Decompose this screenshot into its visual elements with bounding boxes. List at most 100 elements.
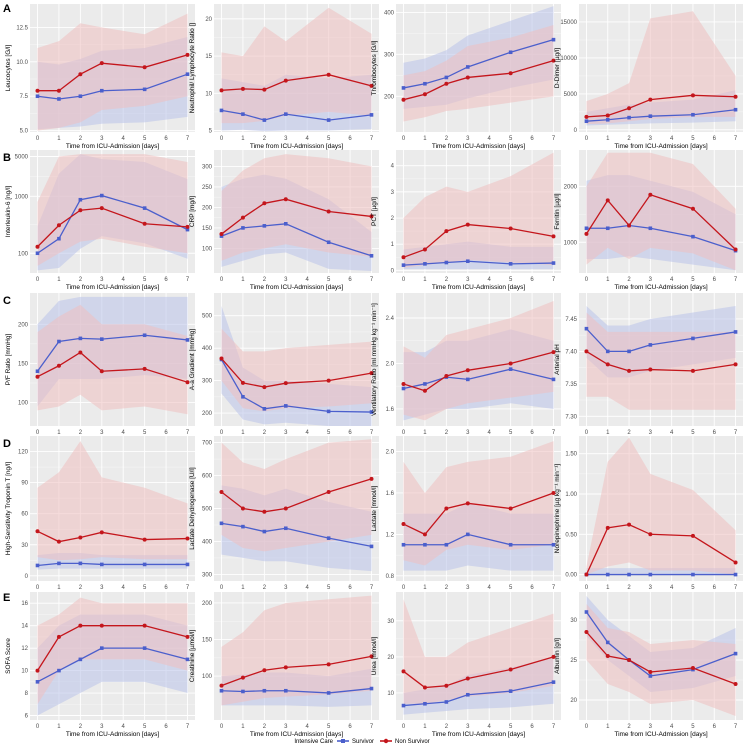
data-point-survivor [35, 680, 40, 684]
data-point-non-survivor [35, 668, 40, 673]
data-point-survivor [142, 562, 147, 567]
chart-panel: 20 25 30 0 1 2 3 4 5 6 7 Time from ICU-Admission [d… [554, 592, 743, 738]
x-tick-label: 6 [348, 724, 352, 730]
x-tick-label: 2 [263, 585, 267, 591]
x-tick-label: 4 [670, 136, 674, 142]
data-point-survivor [444, 542, 449, 547]
y-tick-label: 400 [202, 539, 213, 545]
data-point-survivor [142, 87, 147, 92]
x-tick-label: 1 [423, 430, 427, 436]
x-tick-label: 2 [445, 585, 449, 591]
data-point-survivor [185, 562, 190, 567]
y-tick-label: 2 [391, 216, 395, 222]
x-tick-label: 0 [402, 430, 406, 436]
legend-title: Intensive Care [294, 739, 333, 745]
x-tick-label: 7 [734, 277, 738, 283]
data-point-survivor [283, 688, 288, 693]
y-tick-label: 10 [387, 691, 394, 697]
x-tick-label: 4 [306, 136, 310, 142]
data-point-non-survivor [326, 490, 331, 495]
data-point-survivor [627, 349, 631, 354]
y-tick-label: 8 [25, 691, 29, 697]
data-point-survivor [508, 542, 513, 547]
y-tick-label: 2.4 [386, 316, 395, 322]
x-axis-label: Time from ICU-Admission [days] [250, 731, 343, 738]
data-point-non-survivor [35, 374, 40, 379]
data-point-survivor [551, 37, 556, 42]
series-line-survivor [403, 681, 554, 707]
data-point-survivor [185, 227, 190, 232]
data-point-survivor [401, 86, 406, 90]
data-point-non-survivor [56, 223, 61, 228]
data-point-survivor [142, 206, 147, 210]
data-point-non-survivor [369, 654, 374, 659]
y-axis-label: Neutrophil/ Lymphocyte Ratio [] [189, 23, 196, 114]
confidence-band-non-survivor [586, 604, 736, 716]
data-point-survivor [444, 75, 449, 80]
x-tick-label: 6 [530, 724, 534, 730]
data-point-survivor [605, 572, 610, 577]
x-tick-label: 3 [284, 277, 288, 283]
data-point-non-survivor [219, 232, 224, 237]
plot-area [584, 305, 738, 410]
data-point-survivor [401, 703, 406, 708]
x-tick-label: 2 [627, 430, 631, 436]
y-tick-label: 100 [202, 674, 213, 680]
data-point-non-survivor [219, 88, 224, 93]
chart-panel: 200 300 400 0 1 2 3 4 5 6 7 Time from ICU-Admission… [371, 4, 561, 150]
x-tick-label: 0 [585, 430, 589, 436]
confidence-band-non-survivor [37, 154, 188, 266]
data-point-non-survivor [422, 92, 427, 97]
chart-panel: 0 1 2 3 4 0 1 2 3 4 5 6 7 Time from ICU-Admission [da… [371, 150, 561, 291]
data-point-survivor [423, 382, 427, 386]
x-tick-label: 3 [466, 277, 470, 283]
y-axis-label: Interleukin-6 [ng/l] [5, 185, 12, 237]
confidence-band-non-survivor [37, 13, 188, 131]
data-point-survivor [648, 572, 653, 577]
x-tick-label: 7 [734, 724, 738, 730]
x-tick-label: 2 [263, 430, 267, 436]
x-tick-label: 3 [649, 277, 653, 283]
chart-panel: 10 20 30 0 1 2 3 4 5 6 7 Time from ICU-Admission [d… [371, 592, 561, 738]
data-point-non-survivor [551, 490, 556, 495]
x-tick-label: 1 [241, 430, 245, 436]
chart-panel: 030609012001234567Time from ICU-Admissio… [5, 436, 195, 599]
data-point-survivor [648, 674, 653, 678]
x-tick-label: 5 [691, 430, 695, 436]
x-tick-label: 2 [627, 277, 631, 283]
data-point-survivor [369, 113, 374, 117]
chart-panel: 7.307.357.407.4501234567Time from ICU-Ad… [554, 293, 743, 444]
x-tick-label: 0 [36, 430, 40, 436]
series-line-survivor [221, 223, 372, 257]
data-point-non-survivor [78, 623, 83, 628]
data-point-survivor [508, 367, 513, 371]
y-tick-label: 20 [570, 698, 577, 704]
y-axis-label: Norepinephrine [µg kg⁻¹ min⁻¹] [554, 464, 561, 554]
data-point-non-survivor [551, 350, 556, 355]
data-point-survivor [605, 640, 610, 645]
data-point-non-survivor [78, 72, 83, 77]
series-line-non-survivor [585, 523, 736, 575]
x-tick-label: 4 [122, 724, 126, 730]
data-point-survivor [185, 338, 190, 342]
data-point-survivor [423, 701, 427, 706]
data-point-non-survivor [605, 362, 610, 367]
y-tick-label: 30 [570, 618, 577, 624]
data-point-survivor [551, 542, 556, 547]
x-tick-label: 1 [606, 724, 610, 730]
data-point-non-survivor [551, 654, 556, 659]
series-line-survivor [36, 334, 188, 372]
y-tick-label: 0 [391, 268, 395, 274]
x-tick-label: 2 [445, 724, 449, 730]
data-point-non-survivor [283, 197, 288, 202]
data-point-survivor [648, 343, 653, 347]
x-tick-label: 2 [79, 430, 83, 436]
x-tick-label: 5 [327, 277, 331, 283]
data-point-survivor [508, 262, 513, 266]
x-tick-label: 3 [100, 136, 104, 142]
data-point-survivor [219, 688, 224, 693]
x-tick-label: 5 [327, 430, 331, 436]
x-tick-label: 6 [348, 136, 352, 142]
series-line-survivor [586, 109, 736, 122]
x-tick-label: 5 [509, 585, 513, 591]
